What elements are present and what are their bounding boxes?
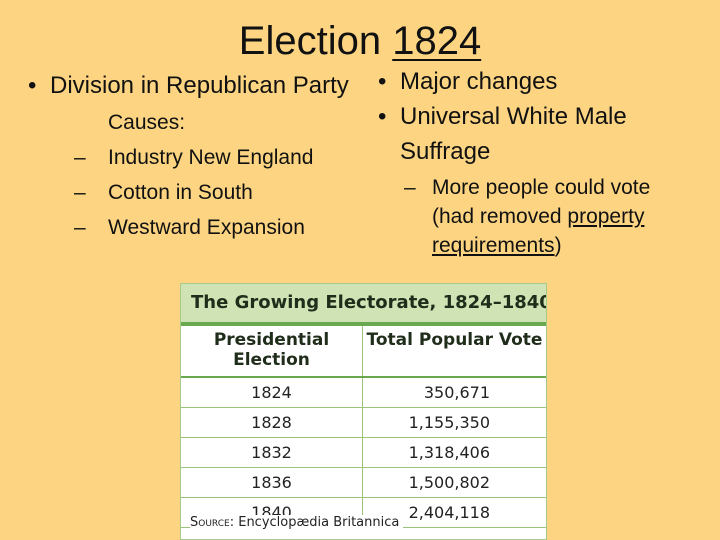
vote-cell: 350,671 xyxy=(362,377,546,408)
left-bullet-text: Division in Republican Party xyxy=(50,72,349,99)
table-row: 1832 1,318,406 xyxy=(181,437,546,468)
source-label: Source: xyxy=(190,515,235,530)
dash: – xyxy=(74,181,86,204)
left-bullet: • Division in Republican Party xyxy=(0,68,370,103)
sub-text: More people could vote (had removed xyxy=(432,176,651,228)
year-cell: 1828 xyxy=(181,407,363,438)
table-row: 1824 350,671 xyxy=(181,377,546,408)
right-bullet: • Universal White Male Suffrage xyxy=(350,99,720,169)
cause-text: Cotton in South xyxy=(108,181,253,204)
causes-label-text: Causes: xyxy=(108,111,186,134)
electorate-table-image: The Growing Electorate, 1824–1840 Presid… xyxy=(180,283,547,540)
year-cell: 1832 xyxy=(181,437,363,468)
cause-item: – Industry New England xyxy=(0,140,370,175)
table-title: The Growing Electorate, 1824–1840 xyxy=(181,284,546,326)
year-cell: 1824 xyxy=(181,377,363,408)
right-bullet-text: Major changes xyxy=(400,68,558,95)
bullet-dot: • xyxy=(378,103,387,130)
causes-label: Causes: xyxy=(0,105,370,140)
table-source: Source: Encyclopædia Britannica xyxy=(190,515,404,530)
sub-end-text: ) xyxy=(554,234,562,257)
title-prefix: Election xyxy=(238,19,393,63)
cause-item: – Cotton in South xyxy=(0,175,370,210)
vote-cell: 1,318,406 xyxy=(362,437,546,468)
source-text: Encyclopædia Britannica xyxy=(234,515,400,530)
right-sub-item: – More people could vote (had removed pr… xyxy=(350,173,720,260)
electorate-table: Presidential Election Total Popular Vote… xyxy=(181,326,546,528)
left-column: • Division in Republican Party Causes: –… xyxy=(0,68,370,245)
table-row: 1836 1,500,802 xyxy=(181,467,546,498)
title-year: 1824 xyxy=(392,19,482,63)
bullet-dot: • xyxy=(378,68,387,95)
header-election: Presidential Election xyxy=(181,326,363,378)
vote-cell: 1,500,802 xyxy=(362,467,546,498)
dash: – xyxy=(74,216,86,239)
cause-item: – Westward Expansion xyxy=(0,210,370,245)
slide-title: Election 1824 xyxy=(0,16,720,66)
cause-text: Westward Expansion xyxy=(108,216,305,239)
dash: – xyxy=(404,176,416,199)
header-vote: Total Popular Vote xyxy=(362,326,546,378)
bullet-dot: • xyxy=(28,72,37,99)
cause-text: Industry New England xyxy=(108,146,314,169)
right-bullet: • Major changes xyxy=(350,64,720,99)
right-column: • Major changes • Universal White Male S… xyxy=(350,64,720,260)
year-cell: 1836 xyxy=(181,467,363,498)
table-row: 1828 1,155,350 xyxy=(181,407,546,438)
right-bullet-text: Universal White Male Suffrage xyxy=(400,103,627,165)
dash: – xyxy=(74,146,86,169)
sub-underlined-text: property requirements xyxy=(432,205,645,257)
vote-cell: 1,155,350 xyxy=(362,407,546,438)
